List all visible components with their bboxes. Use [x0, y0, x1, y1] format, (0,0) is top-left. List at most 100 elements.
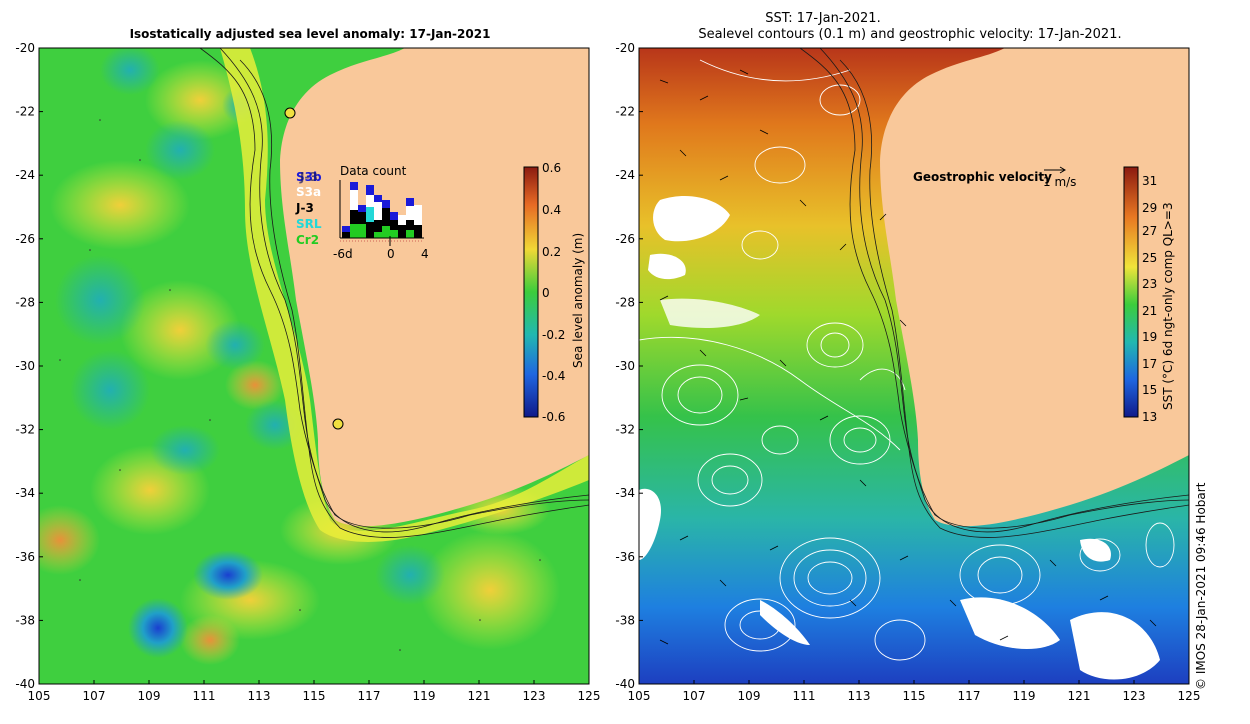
- sat-label-srl: SRL: [296, 217, 322, 231]
- lon-tick-label: 113: [848, 689, 871, 703]
- velocity-scale-arrowhead: [1059, 166, 1066, 174]
- track-dots: [59, 119, 541, 651]
- lat-tick-label: -22: [15, 105, 35, 119]
- lon-tick-label: 113: [248, 689, 271, 703]
- coastal-anomaly-band: [220, 48, 589, 542]
- lat-tick-label: -30: [15, 359, 35, 373]
- bathymetry-contours: [199, 48, 589, 538]
- sla-cb-tick: -0.6: [542, 410, 565, 424]
- lon-tick-label: 109: [738, 689, 761, 703]
- lon-tick-label: 115: [303, 689, 326, 703]
- sst-cb-tick: 19: [1142, 330, 1157, 344]
- lon-tick-label: 105: [28, 689, 51, 703]
- sealevel-contours: [639, 59, 1175, 661]
- tide-gauge-marker: [284, 107, 296, 119]
- sst-cb-tick: 25: [1142, 251, 1157, 265]
- sla-cb-tick: 0.2: [542, 245, 561, 259]
- sst-cb-tick: 15: [1142, 383, 1157, 397]
- lat-tick-label: -22: [615, 105, 635, 119]
- lat-tick-label: -38: [615, 613, 635, 627]
- lon-tick-label: 109: [138, 689, 161, 703]
- lon-tick-label: 115: [903, 689, 926, 703]
- sla-map: [39, 48, 589, 684]
- data-count-axis-zero: 0: [387, 247, 395, 261]
- lat-tick-label: -32: [15, 423, 35, 437]
- sat-label-s3a: S3a: [296, 185, 321, 199]
- lat-tick-label: -36: [15, 550, 35, 564]
- left-panel-title: Isostatically adjusted sea level anomaly…: [130, 27, 491, 41]
- data-count-title: Data count: [340, 164, 407, 178]
- bathymetry-contours: [799, 48, 1189, 538]
- lon-tick-label: 125: [578, 689, 601, 703]
- sla-cb-tick: -0.2: [542, 328, 565, 342]
- lat-tick-label: -36: [615, 550, 635, 564]
- sat-label-s3b: S3b: [296, 170, 322, 184]
- sla-cb-tick: -0.4: [542, 369, 565, 383]
- lon-tick-label: 121: [468, 689, 491, 703]
- sla-colorbar: [523, 166, 539, 418]
- tide-gauge-marker: [332, 418, 344, 430]
- lat-tick-label: -40: [15, 677, 35, 691]
- lon-tick-label: 107: [83, 689, 106, 703]
- lon-tick-label: 123: [523, 689, 546, 703]
- sla-cb-tick: 0: [542, 286, 550, 300]
- sst-cb-tick: 13: [1142, 410, 1157, 424]
- lat-tick-label: -20: [15, 41, 35, 55]
- lat-tick-label: -26: [15, 232, 35, 246]
- sst-cb-tick: 17: [1142, 357, 1157, 371]
- data-count-axis-start: -6d: [333, 247, 353, 261]
- lon-tick-label: 107: [683, 689, 706, 703]
- sst-map: [639, 48, 1189, 684]
- sst-cb-tick: 29: [1142, 201, 1157, 215]
- sla-colorbar-ticks: 0.6 0.4 0.2 0 -0.2 -0.4 -0.6: [542, 161, 565, 424]
- lon-tick-label: 125: [1178, 689, 1201, 703]
- sst-cb-tick: 21: [1142, 304, 1157, 318]
- velocity-legend-label: Geostrophic velocity: [913, 170, 1052, 184]
- lon-tick-label: 105: [628, 689, 651, 703]
- sla-colorbar-label: Sea level anomaly (m): [571, 233, 585, 368]
- lat-tick-label: -38: [15, 613, 35, 627]
- sat-label-j3-overlap: J-3: [299, 170, 318, 184]
- sst-cb-tick: 23: [1142, 277, 1157, 291]
- lon-tick-label: 121: [1068, 689, 1091, 703]
- lat-tick-label: -24: [615, 168, 635, 182]
- data-count-axis-end: 4: [421, 247, 429, 261]
- lon-tick-label: 119: [413, 689, 436, 703]
- sst-cb-tick: 27: [1142, 224, 1157, 238]
- australia-land: [280, 48, 589, 527]
- velocity-vectors: [659, 69, 1157, 645]
- right-panel-title-line1: SST: 17-Jan-2021.: [765, 11, 880, 26]
- sla-cb-tick: 0.6: [542, 161, 561, 175]
- sst-colorbar-ticks: 31 29 27 25 23 21 19 17 15 13: [1142, 174, 1157, 424]
- lat-tick-label: -34: [615, 486, 635, 500]
- data-count-inset: S3b J-3 S3a J-3 SRL Cr2 Data count -6d 0…: [295, 164, 429, 261]
- australia-land: [880, 48, 1189, 527]
- lat-tick-label: -32: [615, 423, 635, 437]
- sat-label-cr2: Cr2: [296, 233, 319, 247]
- lat-tick-label: -26: [615, 232, 635, 246]
- sla-cb-tick: 0.4: [542, 203, 561, 217]
- lon-tick-label: 111: [193, 689, 216, 703]
- lat-tick-label: -28: [15, 295, 35, 309]
- lat-tick-label: -30: [615, 359, 635, 373]
- sat-label-j3: J-3: [295, 201, 314, 215]
- cloud-mask: [639, 195, 1160, 680]
- imos-credit: © IMOS 28-Jan-2021 09:46 Hobart: [1194, 482, 1208, 690]
- right-panel-title-line2: Sealevel contours (0.1 m) and geostrophi…: [698, 27, 1121, 42]
- lat-tick-label: -34: [15, 486, 35, 500]
- lat-tick-label: -20: [615, 41, 635, 55]
- sst-colorbar-label: SST (°C) 6d ngt-only comp QL>=3: [1161, 202, 1175, 410]
- lat-tick-label: -24: [15, 168, 35, 182]
- velocity-scale-label: 1 m/s: [1043, 175, 1076, 189]
- lon-tick-label: 123: [1123, 689, 1146, 703]
- lat-tick-label: -40: [615, 677, 635, 691]
- lat-tick-label: -28: [615, 295, 635, 309]
- lon-tick-label: 117: [358, 689, 381, 703]
- data-count-bars: [342, 182, 422, 238]
- lon-tick-label: 117: [958, 689, 981, 703]
- lon-tick-label: 111: [793, 689, 816, 703]
- sst-colorbar: [1123, 166, 1139, 418]
